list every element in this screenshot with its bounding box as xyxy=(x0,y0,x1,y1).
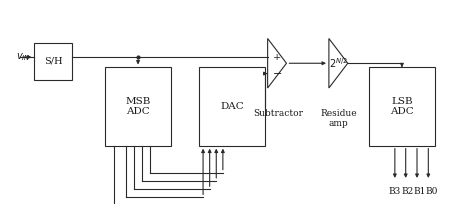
FancyBboxPatch shape xyxy=(105,67,171,146)
FancyBboxPatch shape xyxy=(369,67,435,146)
Text: Subtractor: Subtractor xyxy=(254,109,303,118)
FancyBboxPatch shape xyxy=(35,43,72,80)
Text: MSB
ADC: MSB ADC xyxy=(125,97,151,116)
FancyBboxPatch shape xyxy=(199,67,265,146)
Text: $2^{N/2}$: $2^{N/2}$ xyxy=(329,56,348,70)
Text: $v_{IN}$: $v_{IN}$ xyxy=(16,51,30,63)
Text: S/H: S/H xyxy=(44,57,63,66)
Text: +: + xyxy=(273,53,281,62)
Text: DAC: DAC xyxy=(220,102,244,111)
Text: B3: B3 xyxy=(389,187,401,196)
Text: B1: B1 xyxy=(414,187,426,196)
Text: −: − xyxy=(273,69,282,79)
Text: LSB
ADC: LSB ADC xyxy=(390,97,414,116)
Text: Residue
amp: Residue amp xyxy=(320,109,356,128)
Text: B2: B2 xyxy=(401,187,414,196)
Text: B0: B0 xyxy=(425,187,438,196)
